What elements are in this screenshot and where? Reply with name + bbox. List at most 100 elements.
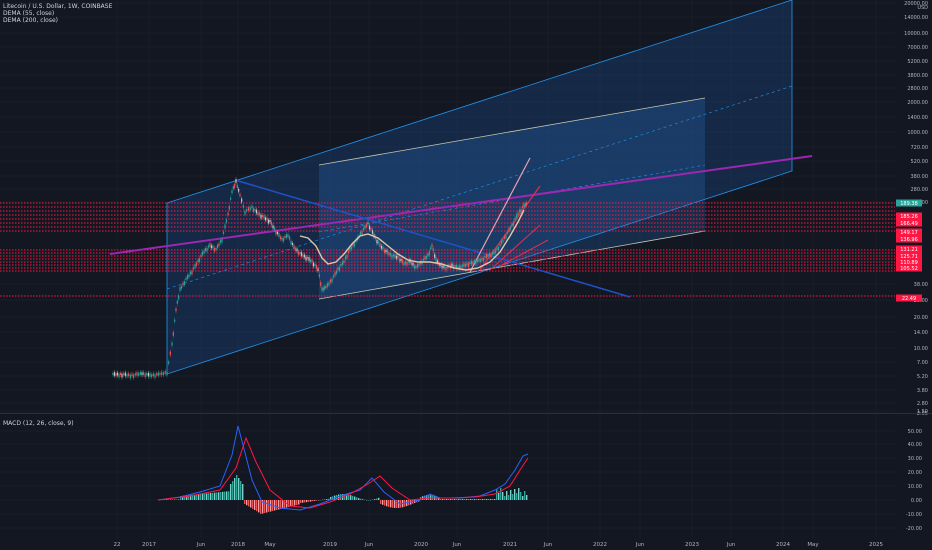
- time-tick-label: 2025: [869, 542, 883, 548]
- macd-histogram-bar: [198, 494, 200, 500]
- candle-body: [306, 257, 309, 259]
- macd-histogram-bar: [302, 500, 304, 503]
- candle-body: [520, 208, 522, 213]
- candle-body: [300, 252, 303, 256]
- macd-histogram-bar: [288, 500, 290, 507]
- candle-body: [161, 371, 163, 376]
- macd-histogram-bar: [214, 492, 216, 500]
- parabolic-line-4[interactable]: [499, 239, 549, 267]
- macd-histogram-bar: [428, 495, 430, 500]
- candle-body: [455, 264, 458, 269]
- macd-histogram-bar: [246, 500, 248, 506]
- macd-histogram-bar: [238, 478, 240, 500]
- macd-tick-label: 10.00: [908, 484, 922, 490]
- candle-body: [505, 234, 507, 239]
- inner-channel-mid: [318, 164, 706, 233]
- macd-histogram-bar: [494, 499, 496, 500]
- descending-trendline[interactable]: [234, 179, 631, 298]
- candle-body: [309, 259, 312, 263]
- macd-histogram-bar: [452, 499, 454, 500]
- symbol-title[interactable]: Litecoin / U.S. Dollar, 1W, COINBASE: [3, 3, 113, 10]
- macd-histogram-bar: [330, 497, 332, 500]
- parabolic-line-3[interactable]: [489, 224, 541, 271]
- purple-trendline[interactable]: [109, 155, 813, 255]
- macd-histogram-bar: [166, 499, 168, 500]
- candle-body: [147, 372, 149, 377]
- macd-axis[interactable]: 50.00 40.00 30.00 20.00 10.00 0.00 -10.00 -20.0…: [906, 429, 922, 532]
- candle-body: [332, 275, 335, 278]
- candle-body: [325, 286, 327, 288]
- macd-histogram-bar: [468, 499, 470, 500]
- candle-body: [284, 236, 286, 238]
- macd-title[interactable]: MACD (12, 26, close, 9): [3, 420, 74, 427]
- macd-histogram-bar: [450, 499, 452, 500]
- macd-histogram-bar: [210, 493, 212, 500]
- candle-body: [415, 266, 417, 268]
- candle-body: [235, 179, 237, 183]
- macd-histogram-bar: [456, 499, 458, 500]
- macd-histogram-bar: [488, 499, 490, 500]
- candle-body: [172, 332, 174, 336]
- price-tick-label: 1.50: [917, 409, 928, 415]
- macd-histogram-bar: [340, 494, 342, 500]
- price-tick-label: 2.05: [917, 411, 928, 417]
- macd-histogram-bar: [386, 500, 388, 507]
- macd-histogram-bar: [448, 499, 450, 500]
- time-axis[interactable]: 22 2017 Jun 2018 May 2019 Jun 2020 Jun 2021 Jun 202…: [114, 542, 884, 548]
- price-axis[interactable]: 20000.00 14000.00 10000.00 7000.00 5200.00 38…: [904, 1, 928, 417]
- candle-body: [337, 267, 339, 271]
- candle-body: [481, 257, 483, 261]
- candle-body: [457, 266, 459, 270]
- parabolic-line-1[interactable]: [469, 157, 531, 273]
- candle-body: [395, 255, 398, 259]
- candle-body: [499, 244, 501, 246]
- candle-body: [143, 372, 145, 375]
- pane-separator[interactable]: [0, 413, 932, 414]
- candle-body: [206, 247, 208, 252]
- macd-histogram-bar: [234, 478, 236, 500]
- candle-body: [290, 240, 292, 245]
- candle-body: [386, 250, 389, 254]
- candle-body: [129, 374, 131, 379]
- price-tag-text: 110.89: [900, 260, 918, 266]
- candle-body: [380, 245, 383, 249]
- price-tag-text: 189.38: [900, 201, 918, 207]
- macd-histogram-bar: [380, 500, 382, 504]
- macd-histogram-bar: [470, 499, 472, 500]
- macd-histogram-bar: [500, 488, 502, 500]
- candle-body: [197, 259, 199, 263]
- macd-histogram-bar: [256, 500, 258, 512]
- inner-channel-lower: [318, 230, 706, 300]
- candle-body: [175, 308, 177, 312]
- candle-body: [329, 279, 332, 283]
- candle-body: [201, 251, 204, 256]
- candle-body: [185, 278, 187, 280]
- candle-body: [466, 262, 468, 266]
- price-tick-label: 10000.00: [904, 31, 928, 37]
- price-tag-text: 136.96: [900, 237, 918, 243]
- outer-channel-border: [166, 0, 793, 375]
- macd-histogram-bar: [522, 496, 524, 500]
- candle-body: [219, 240, 222, 243]
- candle-body: [440, 263, 443, 268]
- price-tick-label: 5200.00: [907, 59, 928, 65]
- candle-body: [353, 242, 356, 247]
- macd-histogram-bar: [316, 500, 318, 501]
- candle-body: [305, 256, 307, 261]
- candle-body: [383, 249, 386, 253]
- candle-body: [275, 230, 277, 235]
- macd-histogram-bar: [524, 491, 526, 500]
- macd-histogram-bar: [332, 496, 334, 500]
- indicator-dema-55[interactable]: DEMA (55, close): [3, 10, 55, 17]
- candle-body: [326, 283, 329, 287]
- candle-body: [285, 234, 288, 238]
- candle-body: [524, 203, 526, 207]
- candle-body: [138, 373, 140, 376]
- candle-body: [267, 219, 270, 224]
- macd-histogram-bar: [190, 495, 192, 500]
- indicator-dema-200[interactable]: DEMA (200, close): [3, 17, 59, 24]
- price-tick-label: 20000.00: [904, 1, 928, 7]
- macd-histogram-bar: [472, 499, 474, 500]
- candle-body: [244, 210, 246, 215]
